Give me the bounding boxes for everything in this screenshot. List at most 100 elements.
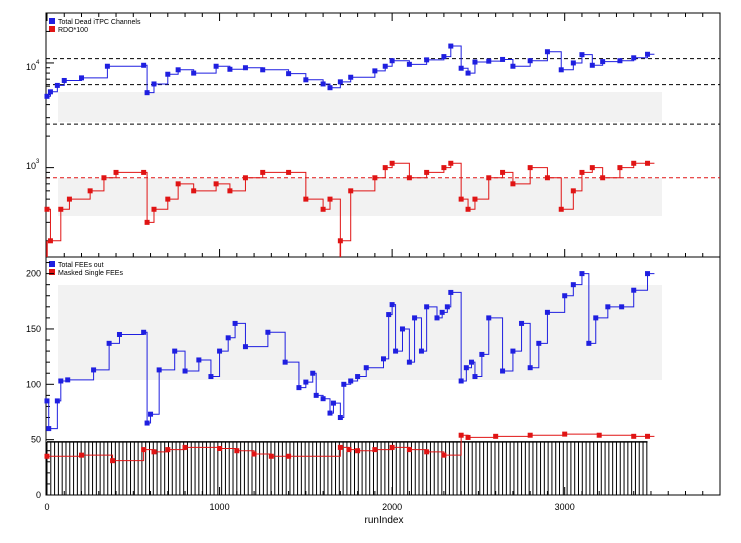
bottom-series-masked-fees-point-25 — [596, 432, 602, 438]
bottom-series-masked-fees-point-10 — [268, 453, 274, 459]
bottom-series-masked-fees-point-5 — [165, 447, 171, 453]
bottom-series-fees-out-point-37 — [393, 348, 399, 354]
bottom-series-fees-out-point-14 — [196, 357, 202, 363]
top-series-rdo-point-15 — [242, 175, 248, 181]
ticks-layer: 0 1000 2000 3000 0 50 100 150 200 — [26, 13, 721, 512]
top-series-dead-channels-point-21 — [348, 74, 354, 80]
bottom-series-fees-out-point-45 — [444, 304, 450, 310]
bottom-series-fees-out-point-49 — [469, 359, 475, 365]
top-series-dead-channels-point-15 — [260, 67, 266, 73]
bottom-series-fees-out-point-42 — [424, 304, 430, 310]
top-series-dead-channels-point-34 — [510, 63, 516, 69]
top-series-dead-channels-point-13 — [227, 66, 233, 72]
bottom-series-fees-out-point-41 — [418, 348, 424, 354]
bottom-series-fees-out-point-19 — [242, 344, 248, 350]
bottom-series-fees-out-point-3 — [58, 378, 64, 384]
x-axis-label: runIndex — [365, 515, 404, 526]
bottom-series-fees-out-point-50 — [472, 374, 478, 380]
bottom-series-fees-out-point-30 — [341, 381, 347, 387]
reference-lines-layer — [46, 58, 720, 179]
top-series-rdo-point-12 — [191, 188, 197, 194]
top-series-rdo-point-41 — [589, 165, 595, 171]
xtick-label-0: 0 — [44, 502, 49, 512]
top-series-rdo-point-34 — [500, 169, 506, 175]
top-ytick-label-1000: 10 3 — [26, 159, 40, 171]
bottom-series-masked-fees-point-14 — [355, 448, 361, 454]
top-series-dead-channels-point-41 — [600, 59, 606, 65]
top-series-dead-channels-point-2 — [54, 82, 60, 88]
bottom-series-fees-out-point-67 — [645, 271, 651, 277]
top-series-dead-channels-point-23 — [382, 63, 388, 69]
top-series-rdo-point-40 — [579, 169, 585, 175]
top-series-rdo-point-43 — [617, 165, 623, 171]
top-series-rdo-point-1 — [47, 238, 53, 244]
top-series-dead-channels-point-20 — [337, 79, 343, 85]
top-series-dead-channels-point-24 — [389, 58, 395, 64]
bottom-ytick-label-50: 50 — [31, 435, 41, 445]
top-series-dead-channels-point-33 — [500, 56, 506, 62]
bottom-series-fees-out-point-46 — [448, 289, 454, 295]
bottom-series-fees-out-point-31 — [348, 378, 354, 384]
top-series-dead-channels-point-43 — [631, 55, 637, 61]
bottom-series-masked-fees-point-2 — [110, 458, 116, 464]
bottom-series-fees-out-point-57 — [536, 340, 542, 346]
bottom-series-fees-out-point-25 — [313, 392, 319, 398]
bottom-series-fees-out-point-6 — [106, 340, 112, 346]
top-series-dead-channels-point-5 — [104, 63, 110, 69]
top-series-rdo-point-9 — [151, 206, 157, 212]
top-series-rdo-point-10 — [165, 196, 171, 202]
bottom-series-masked-fees-point-13 — [346, 447, 352, 453]
top-series-dead-channels-point-1 — [47, 89, 53, 95]
bottom-series-fees-out-point-12 — [172, 348, 178, 354]
bottom-series-masked-fees-point-18 — [424, 449, 430, 455]
bottom-series-fees-out-point-21 — [282, 359, 288, 365]
bottom-series-fees-out-point-17 — [225, 335, 231, 341]
bottom-series-masked-fees-point-3 — [141, 447, 147, 453]
bottom-series-masked-fees-point-23 — [527, 432, 533, 438]
bottom-series-masked-fees-point-15 — [372, 447, 378, 453]
bottom-series-masked-fees-point-6 — [182, 444, 188, 450]
top-series-dead-channels-point-39 — [579, 52, 585, 58]
bottom-ytick-label-100: 100 — [26, 379, 41, 389]
bottom-series-fees-out-line — [47, 273, 655, 430]
top-series-rdo-point-32 — [472, 196, 478, 202]
top-series-rdo-point-18 — [303, 196, 309, 202]
bottom-series-fees-out-point-22 — [296, 385, 302, 391]
top-series-dead-channels-point-9 — [165, 71, 171, 77]
bottom-series-fees-out-point-52 — [486, 315, 492, 321]
top-series-dead-channels-point-25 — [406, 61, 412, 67]
top-series-dead-channels-point-16 — [286, 71, 292, 77]
top-series-rdo-point-27 — [424, 169, 430, 175]
bottom-ytick-label-150: 150 — [26, 324, 41, 334]
top-series-dead-channels-point-7 — [144, 90, 150, 96]
top-series-rdo-point-29 — [448, 160, 454, 166]
top-ytick-base-10000: 10 — [26, 62, 36, 72]
bottom-series-fees-out-point-13 — [182, 368, 188, 374]
top-series-dead-channels-point-11 — [191, 70, 197, 76]
bottom-series-fees-out-point-54 — [510, 348, 516, 354]
bottom-series-fees-out-point-48 — [463, 365, 469, 371]
bottom-series-fees-out-point-20 — [265, 329, 271, 335]
top-series-rdo-point-0 — [44, 206, 50, 212]
top-series-rdo-point-31 — [465, 206, 471, 212]
bottom-series-fees-out-point-34 — [381, 356, 386, 362]
top-legend-label-2: RDO*100 — [58, 27, 88, 34]
bottom-series-fees-out-point-1 — [46, 426, 52, 432]
top-series-rdo-point-28 — [441, 165, 447, 171]
top-series-rdo-point-35 — [510, 181, 516, 187]
top-series-dead-channels-point-29 — [458, 65, 464, 71]
top-series-dead-channels-point-12 — [213, 63, 219, 69]
top-series-dead-channels-point-44 — [645, 51, 651, 57]
top-series-dead-channels-point-37 — [558, 67, 564, 73]
bottom-series-masked-fees-point-8 — [234, 448, 240, 454]
top-ytick-base-1000: 10 — [26, 161, 36, 171]
bottom-ytick-label-0: 0 — [36, 490, 41, 500]
bottom-series-fees-out-point-36 — [389, 302, 395, 308]
bottom-series-masked-fees-point-27 — [645, 433, 651, 439]
top-series-dead-channels-point-27 — [441, 54, 447, 60]
top-series-rdo-point-3 — [66, 196, 72, 202]
bottom-series-fees-out-point-7 — [116, 331, 122, 337]
top-series-rdo-point-7 — [141, 169, 147, 175]
bottom-series-masked-fees-point-0 — [44, 453, 50, 459]
